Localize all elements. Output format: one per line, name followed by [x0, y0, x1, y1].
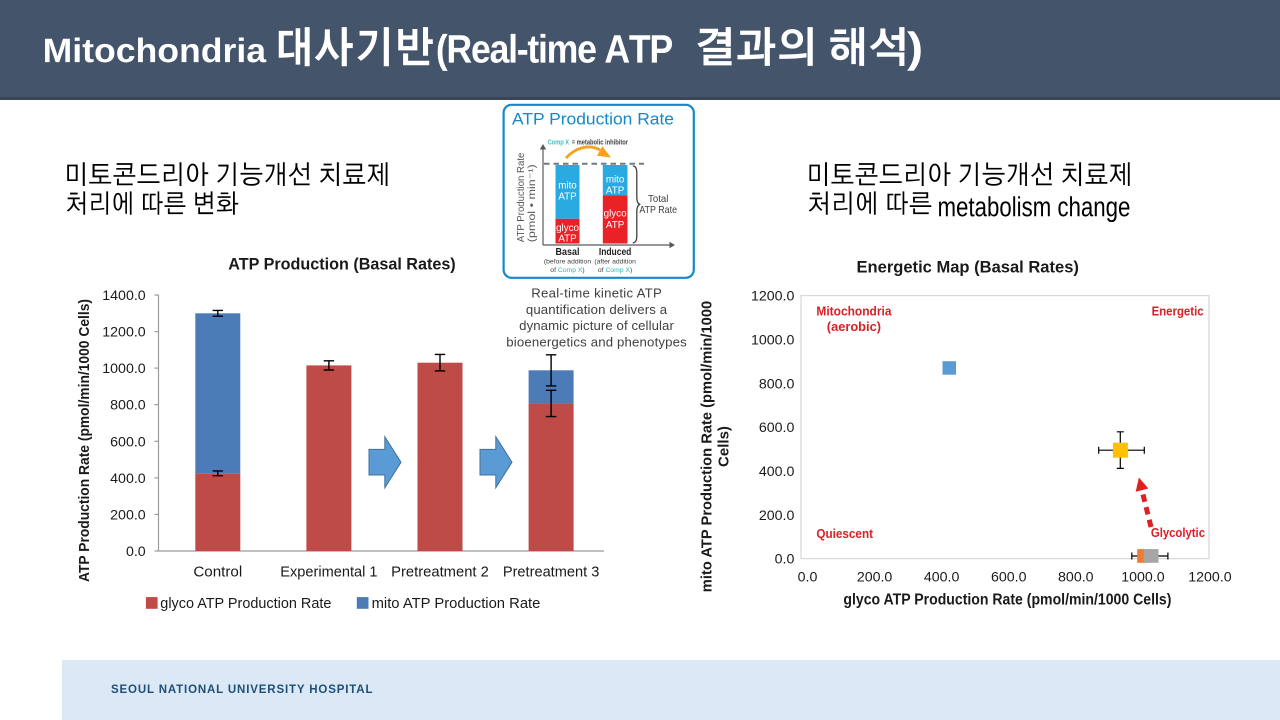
svg-text:400.0: 400.0	[110, 471, 146, 487]
svg-text:Cells): Cells)	[715, 426, 732, 467]
svg-text:Comp X: Comp X	[548, 137, 569, 146]
svg-text:bioenergetics and phenotypes: bioenergetics and phenotypes	[506, 334, 687, 349]
svg-text:mito ATP Production Rate (pmol: mito ATP Production Rate (pmol/min/1000	[699, 301, 716, 592]
svg-text:200.0: 200.0	[857, 570, 893, 586]
svg-text:Total: Total	[648, 194, 668, 205]
svg-text:ATP: ATP	[606, 220, 625, 231]
svg-text:Experimental 1: Experimental 1	[280, 564, 377, 580]
svg-text:(after addition: (after addition	[594, 259, 636, 266]
svg-text:ATP: ATP	[558, 192, 577, 203]
svg-text:Quiescent: Quiescent	[816, 526, 873, 541]
svg-text:Mitochondria: Mitochondria	[816, 303, 892, 318]
svg-text:800.0: 800.0	[1058, 570, 1094, 586]
svg-text:0.0: 0.0	[775, 552, 795, 568]
svg-text:(before addition: (before addition	[544, 259, 591, 266]
svg-text:Real-time kinetic ATP: Real-time kinetic ATP	[531, 286, 662, 301]
svg-text:1200.0: 1200.0	[102, 325, 146, 341]
svg-text:0.0: 0.0	[798, 570, 818, 586]
svg-text:ATP Production Rate: ATP Production Rate	[516, 152, 527, 242]
svg-text:Energetic: Energetic	[1152, 303, 1204, 318]
svg-text:600.0: 600.0	[110, 434, 146, 450]
svg-text:glyco: glyco	[604, 209, 627, 220]
svg-text:mito: mito	[558, 181, 577, 192]
svg-text:quantification delivers a: quantification delivers a	[526, 302, 668, 317]
svg-text:0.0: 0.0	[126, 544, 146, 560]
svg-text:Pretreatment 2: Pretreatment 2	[391, 564, 489, 580]
svg-text:Glycolytic: Glycolytic	[1151, 525, 1205, 540]
svg-text:Basal: Basal	[556, 247, 580, 258]
svg-text:(pmol • min⁻¹): (pmol • min⁻¹)	[527, 164, 538, 242]
svg-text:1400.0: 1400.0	[102, 288, 146, 304]
svg-text:ATP Rate: ATP Rate	[639, 205, 677, 216]
svg-text:of Comp X): of Comp X)	[598, 267, 632, 274]
svg-text:dynamic picture of cellular: dynamic picture of cellular	[519, 318, 674, 333]
svg-text:mito: mito	[606, 175, 625, 186]
svg-text:1200.0: 1200.0	[751, 289, 795, 305]
svg-text:1000.0: 1000.0	[102, 361, 146, 377]
svg-text:of Comp X): of Comp X)	[550, 267, 584, 274]
svg-text:200.0: 200.0	[759, 508, 795, 524]
svg-text:= metabolic inhibitor: = metabolic inhibitor	[572, 137, 628, 146]
svg-text:800.0: 800.0	[759, 376, 795, 392]
svg-text:800.0: 800.0	[110, 398, 146, 414]
svg-text:glyco ATP Production Rate: glyco ATP Production Rate	[160, 596, 331, 612]
svg-text:400.0: 400.0	[759, 464, 795, 480]
svg-text:400.0: 400.0	[924, 570, 960, 586]
svg-text:ATP: ATP	[606, 186, 625, 197]
svg-text:ATP: ATP	[558, 234, 577, 245]
svg-text:ATP Production Rate (pmol/min/: ATP Production Rate (pmol/min/1000 Cells…	[76, 299, 93, 582]
svg-text:200.0: 200.0	[110, 507, 146, 523]
svg-text:(aerobic): (aerobic)	[827, 319, 881, 334]
svg-text:600.0: 600.0	[759, 420, 795, 436]
svg-text:Induced: Induced	[599, 247, 632, 258]
svg-text:Energetic Map (Basal Rates): Energetic Map (Basal Rates)	[857, 258, 1079, 277]
svg-text:600.0: 600.0	[991, 570, 1027, 586]
svg-text:1000.0: 1000.0	[1121, 570, 1165, 586]
svg-text:mito ATP Production Rate: mito ATP Production Rate	[372, 596, 541, 612]
svg-text:Control: Control	[193, 564, 242, 580]
svg-text:ATP Production Rate: ATP Production Rate	[512, 110, 674, 129]
svg-text:1200.0: 1200.0	[1188, 570, 1232, 586]
svg-text:1000.0: 1000.0	[751, 332, 795, 348]
svg-text:ATP Production (Basal Rates): ATP Production (Basal Rates)	[228, 255, 455, 274]
svg-text:glyco: glyco	[556, 223, 579, 234]
svg-text:glyco ATP Production Rate (pmo: glyco ATP Production Rate (pmol/min/1000…	[843, 592, 1171, 609]
svg-text:Pretreatment 3: Pretreatment 3	[503, 564, 600, 580]
